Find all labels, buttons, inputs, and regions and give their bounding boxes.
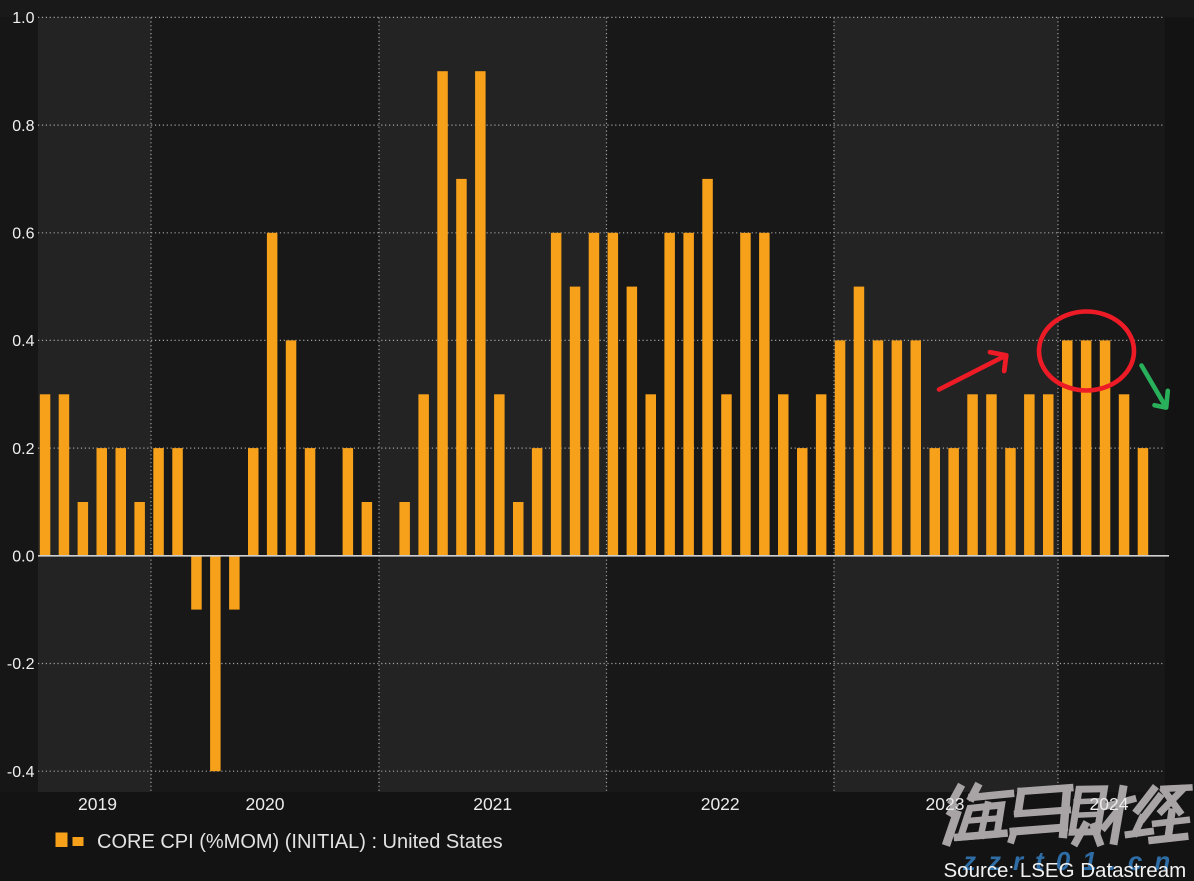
svg-text:2024: 2024 — [1090, 794, 1129, 814]
svg-text:0.2: 0.2 — [12, 441, 34, 458]
svg-text:1.0: 1.0 — [12, 10, 34, 27]
svg-text:Source: LSEG Datastream: Source: LSEG Datastream — [944, 859, 1187, 881]
svg-text:-0.4: -0.4 — [7, 764, 35, 781]
svg-text:2019: 2019 — [78, 794, 117, 814]
svg-text:-0.2: -0.2 — [7, 656, 35, 673]
svg-text:zzrt01.cn: zzrt01.cn — [962, 846, 1182, 876]
svg-text:CORE CPI (%MOM) (INITIAL) : Un: CORE CPI (%MOM) (INITIAL) : United State… — [97, 831, 503, 853]
svg-text:2020: 2020 — [246, 794, 285, 814]
svg-text:0.8: 0.8 — [12, 118, 34, 135]
svg-text:0.0: 0.0 — [12, 549, 34, 566]
svg-text:2023: 2023 — [926, 794, 965, 814]
svg-text:2022: 2022 — [701, 794, 740, 814]
svg-text:0.4: 0.4 — [12, 333, 34, 350]
svg-text:0.6: 0.6 — [12, 226, 34, 243]
svg-text:2021: 2021 — [473, 794, 512, 814]
